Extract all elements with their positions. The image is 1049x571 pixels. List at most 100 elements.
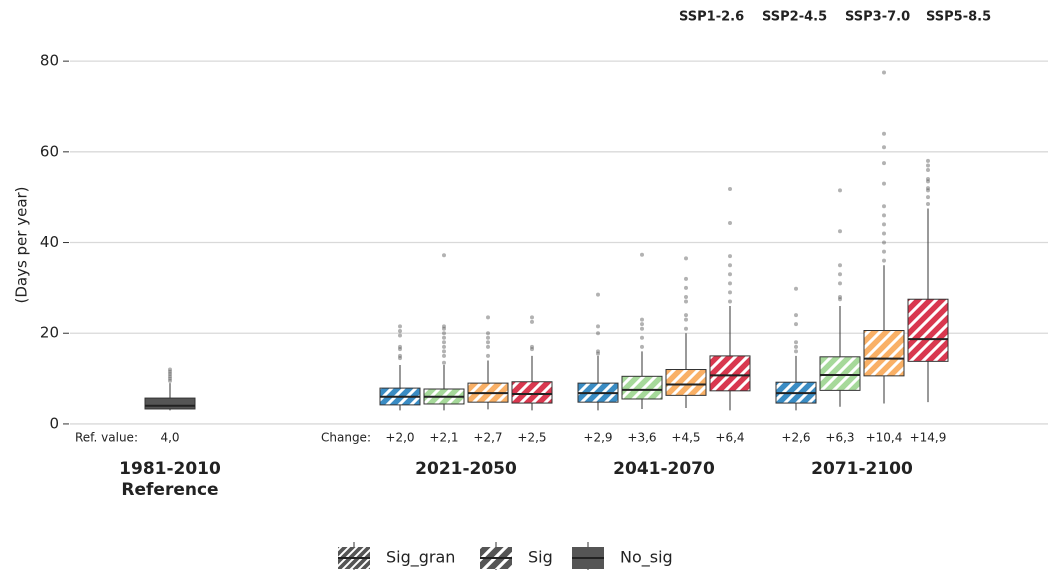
legend-entry: Sig_gran — [386, 548, 455, 568]
y-tick-label: 40 — [40, 233, 59, 251]
outlier — [926, 163, 930, 168]
outlier — [926, 186, 930, 191]
outlier — [442, 253, 446, 258]
outlier — [684, 313, 688, 318]
box — [709, 355, 751, 392]
outlier — [398, 353, 402, 358]
outlier — [728, 221, 732, 226]
y-axis-label: (Days per year) — [13, 186, 31, 303]
outlier — [398, 344, 402, 349]
outlier — [882, 204, 886, 209]
outlier — [640, 317, 644, 322]
outlier — [926, 167, 930, 172]
group-label: 1981-2010 — [119, 459, 221, 479]
outlier — [882, 161, 886, 166]
change-label: +2,9 — [583, 431, 612, 445]
outlier — [442, 349, 446, 354]
change-label: +6,4 — [715, 431, 744, 445]
outlier — [398, 356, 402, 361]
group-label: 2041-2070 — [613, 459, 715, 479]
box — [511, 381, 553, 404]
ref-title: Ref. value: — [75, 431, 138, 445]
outlier — [838, 281, 842, 286]
outlier — [398, 333, 402, 338]
ref-value: 4,0 — [160, 431, 179, 445]
change-title: Change: — [321, 431, 371, 445]
outlier — [926, 201, 930, 206]
outlier — [728, 281, 732, 286]
y-tick-label: 0 — [49, 414, 59, 432]
y-tick-label: 60 — [40, 142, 59, 160]
outlier — [926, 179, 930, 184]
box — [863, 330, 905, 377]
legend-entry: Sig — [528, 548, 553, 567]
outlier — [442, 344, 446, 349]
outlier — [882, 131, 886, 136]
outlier — [882, 249, 886, 254]
outlier — [882, 181, 886, 186]
group-label: 2071-2100 — [811, 459, 913, 479]
outlier — [530, 319, 534, 324]
outlier — [794, 313, 798, 318]
outlier — [398, 328, 402, 333]
outlier — [684, 276, 688, 281]
legend-entry: SSP3-7.0 — [845, 10, 910, 25]
outlier — [596, 324, 600, 329]
outlier — [398, 347, 402, 352]
outlier — [640, 335, 644, 340]
legend-entry: SSP2-4.5 — [762, 10, 827, 25]
group-label: Reference — [121, 480, 218, 500]
outlier — [640, 252, 644, 257]
box — [144, 397, 196, 410]
outlier — [728, 299, 732, 304]
outlier — [838, 188, 842, 193]
outlier — [882, 70, 886, 75]
outlier — [794, 286, 798, 291]
change-label: +2,7 — [473, 431, 502, 445]
change-label: +14,9 — [910, 431, 947, 445]
outlier — [728, 272, 732, 277]
outlier — [486, 335, 490, 340]
outlier — [486, 344, 490, 349]
outlier — [684, 256, 688, 261]
outlier — [684, 294, 688, 299]
outlier — [728, 254, 732, 259]
y-tick-label: 80 — [40, 52, 59, 70]
outlier — [486, 315, 490, 320]
outlier — [882, 213, 886, 218]
outlier — [882, 222, 886, 227]
legend-entry: SSP5-8.5 — [926, 10, 991, 25]
box — [665, 369, 707, 396]
outlier — [838, 272, 842, 277]
outlier — [926, 177, 930, 182]
outlier — [640, 326, 644, 331]
change-label: +6,3 — [825, 431, 854, 445]
outlier — [168, 372, 172, 377]
outlier — [882, 240, 886, 245]
outlier — [398, 324, 402, 329]
outlier — [684, 285, 688, 290]
outlier — [728, 263, 732, 268]
outlier — [794, 340, 798, 345]
outlier — [168, 369, 172, 374]
outlier — [442, 324, 446, 329]
outlier — [530, 347, 534, 352]
legend-entry: SSP1-2.6 — [679, 10, 744, 25]
outlier — [442, 353, 446, 358]
outlier — [794, 322, 798, 327]
outlier — [168, 367, 172, 372]
outlier — [486, 331, 490, 336]
change-label: +4,5 — [671, 431, 700, 445]
change-label: +2,0 — [385, 431, 414, 445]
outlier — [926, 195, 930, 200]
outlier — [530, 315, 534, 320]
box — [621, 375, 663, 400]
outlier — [684, 326, 688, 331]
outlier — [596, 351, 600, 356]
change-label: +10,4 — [866, 431, 903, 445]
outlier — [684, 317, 688, 322]
box — [819, 356, 861, 391]
outlier — [882, 258, 886, 263]
outlier — [838, 297, 842, 302]
